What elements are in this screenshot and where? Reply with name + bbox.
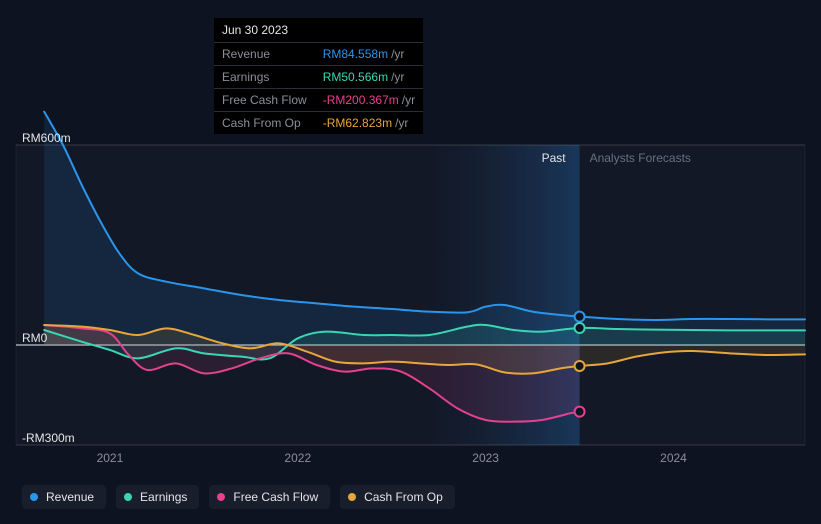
x-axis-label: 2024 xyxy=(660,451,687,465)
tooltip-row-label: Earnings xyxy=(214,66,315,89)
legend-swatch xyxy=(348,493,356,501)
legend-item-earnings[interactable]: Earnings xyxy=(116,485,199,509)
past-label: Past xyxy=(542,151,566,165)
legend-item-revenue[interactable]: Revenue xyxy=(22,485,106,509)
tooltip-row-value: RM84.558m/yr xyxy=(315,43,423,66)
tooltip-row-label: Revenue xyxy=(214,43,315,66)
legend-swatch xyxy=(217,493,225,501)
legend-swatch xyxy=(30,493,38,501)
marker-revenue xyxy=(575,312,585,322)
chart-tooltip: Jun 30 2023 RevenueRM84.558m/yrEarningsR… xyxy=(214,18,423,134)
tooltip-row: Free Cash Flow-RM200.367m/yr xyxy=(214,89,423,112)
forecast-label: Analysts Forecasts xyxy=(590,151,691,165)
legend-label: Free Cash Flow xyxy=(233,490,318,504)
x-axis-label: 2022 xyxy=(284,451,311,465)
legend-label: Revenue xyxy=(46,490,94,504)
tooltip-row: Cash From Op-RM62.823m/yr xyxy=(214,112,423,135)
tooltip-row: RevenueRM84.558m/yr xyxy=(214,43,423,66)
tooltip-row-label: Cash From Op xyxy=(214,112,315,135)
legend-item-fcf[interactable]: Free Cash Flow xyxy=(209,485,330,509)
y-axis-label: RM600m xyxy=(22,131,71,145)
legend-item-cfo[interactable]: Cash From Op xyxy=(340,485,455,509)
chart-legend: Revenue Earnings Free Cash Flow Cash From O… xyxy=(22,485,455,509)
tooltip-date: Jun 30 2023 xyxy=(214,18,423,43)
tooltip-row-label: Free Cash Flow xyxy=(214,89,315,112)
legend-label: Earnings xyxy=(140,490,187,504)
tooltip-row: EarningsRM50.566m/yr xyxy=(214,66,423,89)
tooltip-row-value: -RM62.823m/yr xyxy=(315,112,423,135)
marker-earnings xyxy=(575,323,585,333)
legend-label: Cash From Op xyxy=(364,490,443,504)
tooltip-row-value: -RM200.367m/yr xyxy=(315,89,423,112)
legend-swatch xyxy=(124,493,132,501)
y-axis-label: -RM300m xyxy=(22,431,75,445)
x-axis-label: 2021 xyxy=(97,451,124,465)
tooltip-row-value: RM50.566m/yr xyxy=(315,66,423,89)
x-axis-label: 2023 xyxy=(472,451,499,465)
marker-fcf xyxy=(575,407,585,417)
y-axis-label: RM0 xyxy=(22,331,47,345)
marker-cfo xyxy=(575,361,585,371)
